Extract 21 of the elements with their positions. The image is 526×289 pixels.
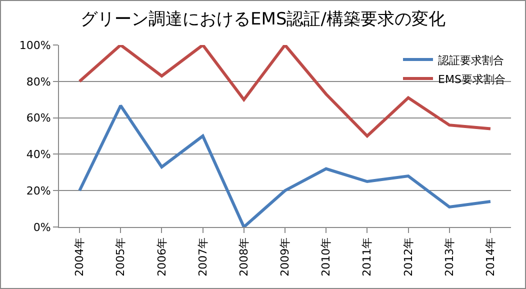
y-tick-label: 60% xyxy=(26,112,51,125)
line-series xyxy=(78,104,492,227)
legend-label: EMS要求割合 xyxy=(438,72,506,86)
x-tick-label: 2005年 xyxy=(114,237,128,276)
x-tick-label: 2013年 xyxy=(442,237,456,276)
x-tick-label: 2011年 xyxy=(360,237,374,276)
y-tick-label: 100% xyxy=(19,38,51,52)
x-tick-label: 2006年 xyxy=(155,237,168,276)
y-tick-label: 0% xyxy=(33,220,51,234)
chart-title: グリーン調達におけるEMS認証/構築要求の変化 xyxy=(80,9,446,30)
x-tick-label: 2014年 xyxy=(484,237,498,276)
x-tick-label: 2009年 xyxy=(278,237,292,276)
x-tick-label: 2010年 xyxy=(320,237,333,276)
x-tick-label: 2012年 xyxy=(402,237,415,276)
y-tick-label: 40% xyxy=(26,148,51,162)
y-tick-label: 80% xyxy=(26,75,51,88)
legend-label: 認証要求割合 xyxy=(438,54,504,67)
x-tick-label: 2008年 xyxy=(237,237,250,276)
x-tick-label: 2004年 xyxy=(73,237,86,276)
x-tick-label: 2007年 xyxy=(196,237,210,276)
y-tick-label: 20% xyxy=(26,184,51,198)
